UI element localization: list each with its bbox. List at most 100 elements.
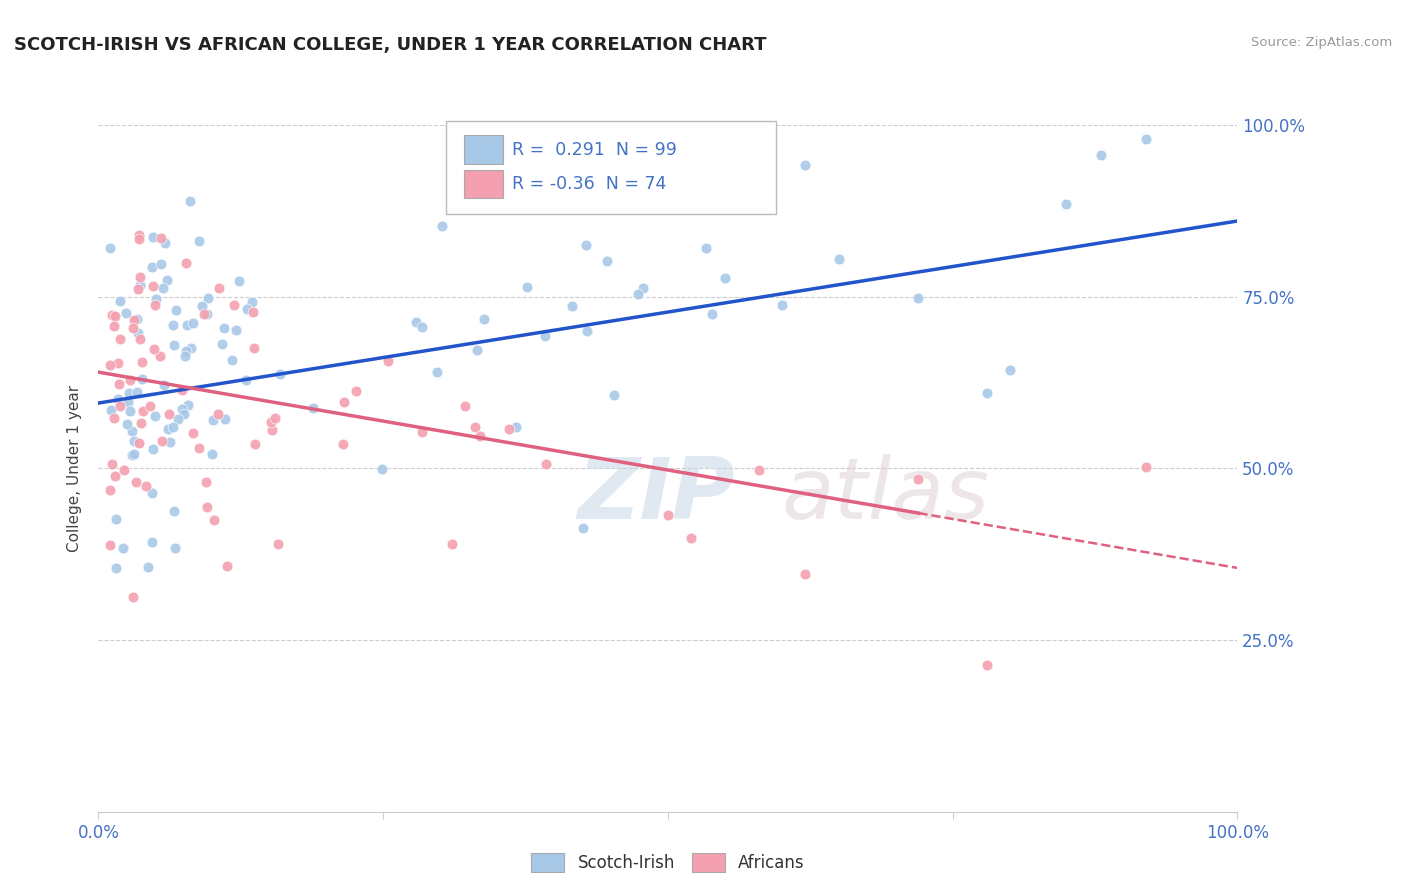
Point [411,425,433,440]
Point [98,241,121,255]
Point [166,411,188,425]
Point [117,385,139,400]
Point [177,398,200,412]
Point [714,271,737,285]
Text: R =  0.291  N = 99: R = 0.291 N = 99 [512,141,676,159]
Point [162,338,184,352]
Point [152,281,174,295]
Point [122,590,145,604]
Point [125,475,148,489]
Point [125,311,148,326]
Point [204,513,226,527]
Point [141,229,163,244]
Point [302,401,325,416]
Point [149,349,172,363]
Text: SCOTCH-IRISH VS AFRICAN COLLEGE, UNDER 1 YEAR CORRELATION CHART: SCOTCH-IRISH VS AFRICAN COLLEGE, UNDER 1… [14,36,766,54]
Point [188,442,211,456]
Point [129,416,152,430]
Point [174,344,197,359]
Point [202,413,225,427]
FancyBboxPatch shape [464,136,503,164]
Point [104,512,127,526]
Point [138,560,160,574]
Point [464,420,486,434]
Point [201,447,224,461]
Text: Source: ZipAtlas.com: Source: ZipAtlas.com [1251,36,1392,49]
Point [143,342,166,356]
Point [1135,131,1157,145]
Point [156,422,179,436]
Point [165,302,187,317]
Point [145,292,167,306]
Point [115,306,138,320]
Point [115,417,138,431]
Point [104,310,127,324]
Point [162,504,184,518]
Point [100,457,122,471]
Point [1090,148,1112,162]
Point [143,409,166,424]
Point [118,373,141,387]
Point [100,403,122,417]
Point [122,447,145,461]
Point [131,372,153,386]
Point [702,307,724,321]
Point [197,291,219,305]
Point [141,260,163,274]
Point [536,458,558,472]
Text: R = -0.36  N = 74: R = -0.36 N = 74 [512,175,666,193]
Point [187,234,209,248]
Point [627,286,650,301]
Point [195,475,218,490]
Point [180,341,202,355]
Point [103,468,125,483]
Point [176,256,198,270]
FancyBboxPatch shape [446,121,776,214]
Text: atlas: atlas [782,454,990,537]
Point [575,324,598,338]
Point [193,307,215,321]
Point [127,282,149,296]
Point [264,410,287,425]
Point [107,392,129,406]
Point [108,293,131,308]
Point [516,280,538,294]
Text: ZIP: ZIP [576,454,734,537]
Point [108,332,131,346]
Point [122,321,145,335]
Point [153,235,176,250]
Point [260,423,283,437]
Point [260,415,283,429]
Point [346,384,368,398]
Point [1135,460,1157,475]
Point [333,395,356,409]
Point [561,299,583,313]
Point [228,274,250,288]
Point [426,365,449,379]
Point [907,472,929,486]
Point [596,253,619,268]
Point [191,299,214,313]
Point [129,332,152,346]
Point [128,227,150,242]
Point [107,356,129,370]
Point [98,483,121,497]
Point [132,404,155,418]
Point [235,373,257,387]
Point [125,385,148,400]
Point [1056,197,1078,211]
Point [121,425,143,439]
Point [127,326,149,340]
Point [770,298,793,312]
Point [505,419,527,434]
Point [111,541,134,556]
Point [631,281,654,295]
Point [105,561,128,575]
Point [976,385,998,400]
Point [793,158,815,172]
Point [129,269,152,284]
Point [572,521,595,535]
Point [153,378,176,392]
Point [128,232,150,246]
Point [122,312,145,326]
